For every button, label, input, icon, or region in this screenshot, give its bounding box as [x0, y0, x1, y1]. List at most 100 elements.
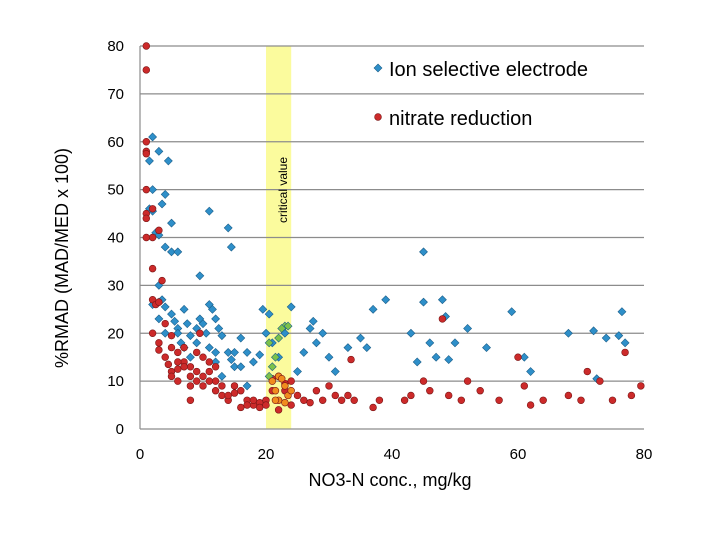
point-ion-selective-electrode	[362, 343, 372, 353]
legend-diamond-icon	[373, 63, 383, 73]
point-ion-selective-electrode	[195, 271, 205, 281]
point-nitrate-reduction	[167, 372, 176, 381]
point-ion-selective-electrode	[264, 309, 274, 319]
critical-value-label: critical value	[276, 157, 290, 223]
point-nitrate-reduction	[243, 401, 251, 409]
point-nitrate-reduction-critical	[268, 377, 276, 385]
y-tick-50: 50	[107, 182, 124, 199]
point-nitrate-reduction	[199, 372, 207, 381]
point-nitrate-reduction	[155, 346, 163, 354]
x-tick-80: 80	[636, 446, 653, 463]
point-nitrate-reduction	[167, 331, 176, 340]
point-nitrate-reduction	[419, 377, 428, 385]
point-ion-selective-electrode	[526, 367, 536, 376]
point-nitrate-reduction	[186, 372, 195, 381]
point-ion-selective-electrode-critical	[264, 338, 274, 348]
point-nitrate-reduction	[148, 264, 157, 273]
point-nitrate-reduction	[167, 343, 176, 352]
point-nitrate-reduction	[287, 401, 295, 409]
point-ion-selective-electrode	[419, 297, 428, 307]
point-ion-selective-electrode	[185, 352, 195, 362]
legend-label-ion-selective-electrode: Ion selective electrode	[389, 59, 588, 81]
point-ion-selective-electrode	[223, 223, 233, 233]
point-ion-selective-electrode	[236, 362, 246, 372]
point-ion-selective-electrode	[167, 218, 176, 228]
point-ion-selective-electrode	[230, 347, 239, 357]
point-ion-selective-electrode	[157, 199, 167, 209]
point-nitrate-reduction	[218, 382, 226, 390]
point-nitrate-reduction	[637, 382, 645, 390]
point-nitrate-reduction	[526, 401, 535, 409]
point-ion-selective-electrode-critical	[271, 352, 280, 362]
y-tick-80: 80	[107, 38, 124, 55]
point-ion-selective-electrode	[620, 338, 630, 348]
axes	[139, 46, 644, 430]
point-nitrate-reduction	[174, 358, 182, 366]
point-ion-selective-electrode	[242, 347, 252, 357]
point-nitrate-reduction	[196, 329, 204, 337]
point-nitrate-reduction-critical	[271, 387, 280, 395]
point-ion-selective-electrode	[255, 350, 265, 360]
point-nitrate-reduction	[211, 377, 220, 385]
point-ion-selective-electrode	[463, 324, 473, 333]
point-ion-selective-electrode	[148, 185, 158, 195]
y-tick-10: 10	[107, 373, 124, 390]
point-nitrate-reduction	[476, 387, 484, 395]
point-nitrate-reduction	[224, 391, 232, 400]
y-tick-30: 30	[107, 277, 124, 294]
point-nitrate-reduction	[375, 396, 384, 404]
point-nitrate-reduction	[161, 353, 169, 361]
point-ion-selective-electrode	[601, 333, 611, 343]
point-ion-selective-electrode	[242, 381, 252, 391]
point-nitrate-reduction	[155, 226, 163, 235]
point-ion-selective-electrode	[211, 314, 221, 324]
point-nitrate-reduction	[514, 353, 522, 361]
point-nitrate-reduction	[180, 343, 188, 352]
point-ion-selective-electrode	[217, 331, 227, 341]
point-nitrate-reduction	[174, 348, 182, 357]
point-ion-selective-electrode	[226, 242, 236, 252]
point-nitrate-reduction	[155, 298, 163, 306]
y-axis-title: %RMAD (MAD/MED x 100)	[52, 148, 72, 368]
point-nitrate-reduction	[347, 355, 355, 364]
point-nitrate-reduction	[583, 367, 591, 376]
point-ion-selective-electrode	[299, 347, 309, 357]
point-nitrate-reduction-critical	[281, 398, 289, 407]
point-ion-selective-electrode	[589, 326, 599, 336]
point-ion-selective-electrode	[356, 333, 365, 343]
x-axis-title: NO3-N conc., mg/kg	[308, 470, 471, 490]
point-nitrate-reduction	[142, 233, 151, 242]
point-ion-selective-electrode	[437, 295, 447, 305]
point-ion-selective-electrode	[201, 328, 211, 338]
point-nitrate-reduction	[148, 233, 157, 242]
point-nitrate-reduction	[344, 391, 352, 400]
point-ion-selective-electrode	[211, 347, 221, 357]
point-nitrate-reduction	[495, 396, 503, 404]
point-ion-selective-electrode	[343, 343, 353, 353]
point-nitrate-reduction	[621, 348, 629, 357]
point-ion-selective-electrode	[563, 328, 573, 338]
point-ion-selective-electrode	[192, 338, 202, 348]
legend-label-nitrate-reduction: nitrate reduction	[389, 108, 532, 130]
point-ion-selective-electrode-critical	[283, 321, 293, 331]
point-ion-selective-electrode	[170, 316, 180, 326]
point-nitrate-reduction	[193, 377, 201, 385]
point-nitrate-reduction	[155, 339, 163, 347]
point-ion-selective-electrode	[431, 352, 441, 362]
point-ion-selective-electrode	[425, 338, 435, 348]
point-nitrate-reduction	[205, 377, 214, 385]
point-ion-selective-electrode	[217, 371, 227, 381]
point-nitrate-reduction	[193, 367, 201, 376]
point-nitrate-reduction	[293, 391, 302, 400]
point-nitrate-reduction	[539, 396, 547, 404]
point-nitrate-reduction	[237, 403, 245, 412]
point-nitrate-reduction	[463, 377, 472, 385]
point-ion-selective-electrode	[419, 247, 428, 257]
y-tick-40: 40	[107, 230, 124, 247]
point-nitrate-reduction	[205, 367, 214, 376]
point-nitrate-reduction	[457, 396, 465, 404]
point-ion-selective-electrode	[208, 304, 217, 314]
point-nitrate-reduction	[148, 329, 157, 337]
point-nitrate-reduction	[180, 363, 188, 371]
point-nitrate-reduction	[407, 391, 415, 400]
